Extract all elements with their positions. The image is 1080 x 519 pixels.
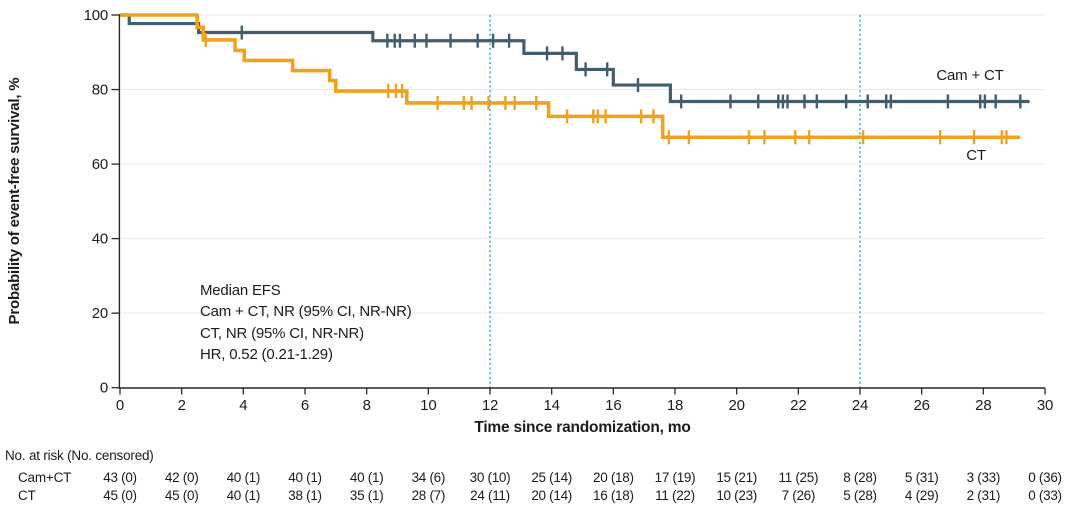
annotation-median-efs: Median EFS (200, 282, 281, 299)
risk-cell-cam-ct-month-18: 17 (19) (654, 470, 696, 485)
risk-cell-cam-ct-month-12: 30 (10) (469, 470, 511, 485)
risk-cell-cam-ct-month-10: 34 (6) (411, 470, 446, 485)
risk-cell-ct-month-28: 2 (31) (966, 488, 1001, 503)
risk-cell-ct-month-4: 40 (1) (226, 488, 261, 503)
x-tick-label: 14 (544, 397, 560, 414)
risk-cell-cam-ct-month-16: 20 (18) (592, 470, 634, 485)
x-tick-label: 20 (729, 397, 745, 414)
risk-cell-ct-month-8: 35 (1) (349, 488, 384, 503)
series-label-ct: CT (966, 147, 986, 164)
x-tick-label: 4 (239, 397, 247, 414)
cam-ct-curve (120, 13, 1030, 104)
risk-cell-ct-month-0: 45 (0) (103, 488, 137, 503)
risk-cell-cam-ct-month-8: 40 (1) (349, 470, 384, 485)
risk-cell-ct-month-14: 20 (14) (531, 488, 572, 503)
risk-table-header: No. at risk (No. censored) (5, 448, 154, 463)
risk-cell-ct-month-24: 5 (28) (843, 488, 877, 503)
y-axis-title: Probability of event-free survival, % (6, 77, 23, 325)
x-tick-label: 24 (852, 397, 868, 414)
ct-curve (120, 13, 1021, 140)
x-tick-label: 18 (667, 397, 683, 414)
risk-cell-ct-month-22: 7 (26) (781, 488, 816, 503)
x-axis-title: Time since randomization, mo (474, 419, 691, 436)
y-tick-label: 80 (92, 82, 108, 99)
risk-row-label-ct: CT (18, 488, 36, 503)
y-tick-label: 20 (92, 305, 108, 322)
x-tick-label: 22 (790, 397, 806, 414)
stats-annotation: Median EFS Cam + CT, NR (95% CI, NR-NR) … (200, 280, 412, 366)
risk-cell-ct-month-10: 28 (7) (411, 488, 446, 503)
risk-cell-cam-ct-month-4: 40 (1) (226, 470, 261, 485)
risk-cell-ct-month-30: 0 (33) (1028, 488, 1062, 503)
x-tick-label: 0 (116, 397, 124, 414)
risk-cell-ct-month-12: 24 (11) (470, 488, 510, 503)
annotation-camct-ci: Cam + CT, NR (95% CI, NR-NR) (200, 303, 412, 321)
y-tick-label: 100 (84, 7, 108, 24)
risk-cell-ct-month-26: 4 (29) (904, 488, 939, 503)
y-tick-label: 0 (100, 380, 108, 397)
risk-cell-ct-month-18: 11 (22) (655, 488, 695, 503)
x-tick-label: 2 (178, 397, 186, 414)
x-tick-label: 28 (975, 397, 991, 414)
x-tick-label: 30 (1037, 397, 1053, 414)
risk-cell-ct-month-16: 16 (18) (592, 488, 634, 503)
risk-row-label-cam-ct: Cam+CT (18, 470, 72, 485)
x-tick-label: 10 (420, 397, 436, 414)
risk-cell-ct-month-20: 10 (23) (716, 488, 757, 503)
x-tick-label: 16 (605, 397, 621, 414)
risk-cell-cam-ct-month-24: 8 (28) (843, 470, 877, 485)
risk-cell-cam-ct-month-2: 42 (0) (164, 470, 199, 485)
risk-cell-cam-ct-month-28: 3 (33) (966, 470, 1001, 485)
risk-cell-cam-ct-month-14: 25 (14) (531, 470, 572, 485)
annotation-hazard-ratio: HR, 0.52 (0.21-1.29) (200, 346, 333, 364)
y-tick-label: 60 (92, 156, 108, 173)
risk-cell-cam-ct-month-30: 0 (36) (1028, 470, 1062, 485)
annotation-ct-ci: CT, NR (95% CI, NR-NR) (200, 324, 364, 342)
x-tick-label: 12 (482, 397, 498, 414)
x-tick-label: 26 (914, 397, 930, 414)
risk-cell-cam-ct-month-0: 43 (0) (103, 470, 137, 485)
risk-cell-ct-month-6: 38 (1) (288, 488, 322, 503)
risk-cell-cam-ct-month-22: 11 (25) (778, 470, 819, 485)
x-tick-label: 6 (301, 397, 309, 414)
series-label-cam-ct: Cam + CT (936, 67, 1004, 84)
risk-cell-cam-ct-month-20: 15 (21) (716, 470, 757, 485)
x-tick-label: 8 (363, 397, 371, 414)
risk-cell-cam-ct-month-26: 5 (31) (904, 470, 939, 485)
risk-cell-cam-ct-month-6: 40 (1) (288, 470, 322, 485)
y-tick-label: 40 (92, 231, 108, 248)
risk-cell-ct-month-2: 45 (0) (164, 488, 199, 503)
